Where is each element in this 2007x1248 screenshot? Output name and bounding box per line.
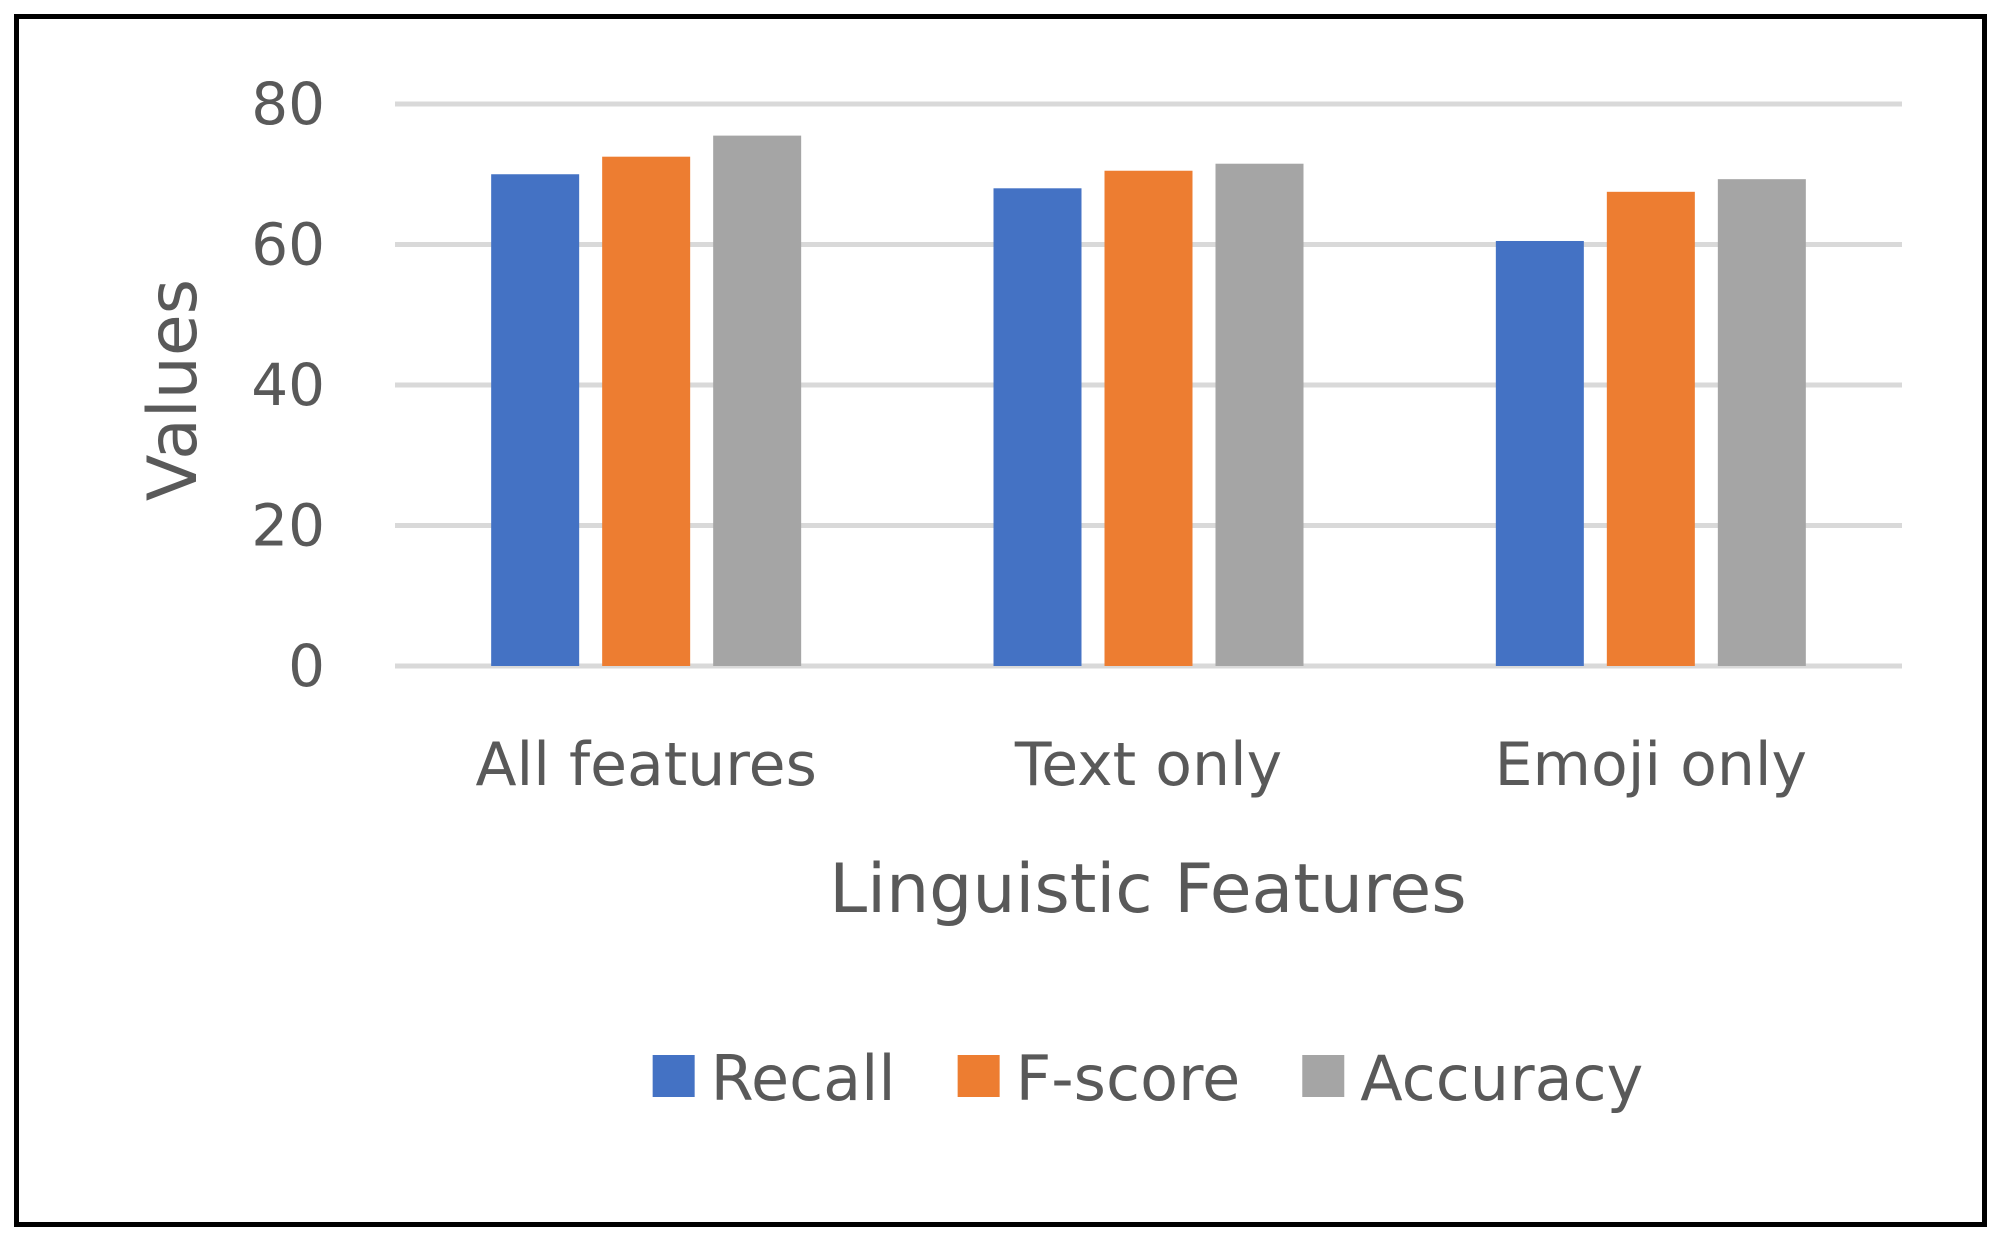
legend-label: F-score (1016, 1042, 1241, 1115)
y-tick-label: 40 (251, 351, 325, 419)
legend: Recall F-score Accuracy (652, 1042, 1643, 1115)
legend-label: Recall (711, 1042, 896, 1115)
legend-swatch-f-score (957, 1055, 1000, 1097)
bar-accuracy-2 (1717, 179, 1806, 667)
y-tick-label: 80 (251, 70, 325, 138)
y-axis-ticks: 0 20 40 60 80 (251, 70, 325, 700)
legend-swatch-recall (652, 1055, 695, 1097)
legend-label: Accuracy (1360, 1042, 1643, 1115)
bars (491, 135, 1806, 667)
bar-accuracy-1 (1215, 163, 1304, 666)
y-axis-title: Values (134, 279, 213, 501)
bar-accuracy-0 (713, 135, 802, 667)
bar-f-score-0 (602, 156, 691, 666)
x-axis-title: Linguistic Features (829, 850, 1466, 929)
y-tick-label: 60 (251, 211, 325, 279)
x-tick-label: Emoji only (1495, 730, 1807, 800)
bar-f-score-1 (1104, 170, 1193, 667)
bar-f-score-2 (1606, 191, 1695, 666)
bar-recall-2 (1495, 240, 1584, 667)
bar-recall-0 (491, 174, 580, 666)
x-tick-label: Text only (1014, 730, 1282, 800)
legend-swatch-accuracy (1302, 1055, 1345, 1097)
y-tick-label: 0 (288, 632, 325, 700)
y-tick-label: 20 (251, 492, 325, 560)
bar-recall-1 (993, 188, 1082, 667)
x-tick-label: All features (475, 730, 816, 800)
x-axis-ticks: All features Text only Emoji only (475, 730, 1807, 800)
